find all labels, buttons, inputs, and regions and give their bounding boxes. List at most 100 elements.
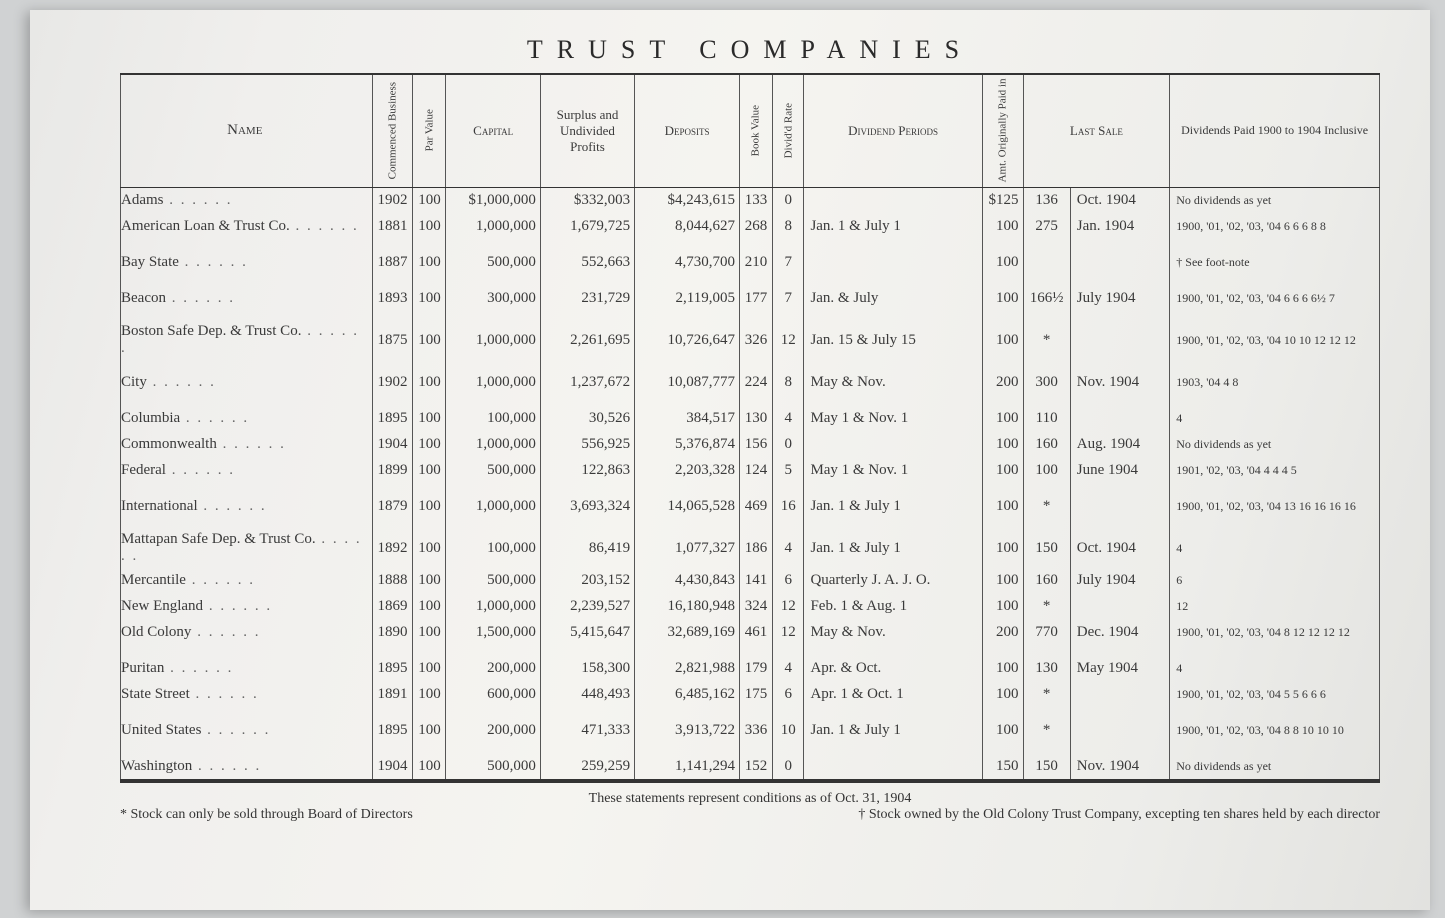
cell-amtorig: 100 (982, 655, 1023, 681)
cell-divpaid: 1903, '04 4 8 (1170, 369, 1380, 395)
cell-saledate: Nov. 1904 (1070, 753, 1170, 779)
cell-divrate: 10 (773, 717, 804, 743)
cell-saledate (1070, 493, 1170, 519)
cell-par: 100 (413, 493, 446, 519)
cell-bookvalue: 336 (739, 717, 772, 743)
cell-name: Adams (121, 187, 373, 213)
cell-deposits: 1,141,294 (635, 753, 740, 779)
col-bookvalue: Book Value (739, 74, 772, 187)
cell-saleprice: * (1023, 321, 1070, 359)
cell-capital: 1,000,000 (446, 213, 540, 239)
cell-surplus: 158,300 (540, 655, 634, 681)
cell-amtorig: 200 (982, 619, 1023, 645)
cell-divperiods: Feb. 1 & Aug. 1 (804, 593, 982, 619)
cell-divpaid: 12 (1170, 593, 1380, 619)
cell-surplus: $332,003 (540, 187, 634, 213)
cell-deposits: 16,180,948 (635, 593, 740, 619)
cell-surplus: 2,261,695 (540, 321, 634, 359)
table-row: Adams1902100$1,000,000$332,003$4,243,615… (121, 187, 1380, 213)
cell-surplus: 471,333 (540, 717, 634, 743)
cell-surplus: 552,663 (540, 249, 634, 275)
footnotes: These statements represent conditions as… (120, 791, 1380, 823)
spacer-row (121, 275, 1380, 285)
table-row: New England18691001,000,0002,239,52716,1… (121, 593, 1380, 619)
cell-bookvalue: 324 (739, 593, 772, 619)
cell-surplus: 30,526 (540, 405, 634, 431)
cell-name: Bay State (121, 249, 373, 275)
table-row: Puritan1895100200,000158,3002,821,988179… (121, 655, 1380, 681)
table-row: Boston Safe Dep. & Trust Co.18751001,000… (121, 321, 1380, 359)
cell-saleprice: 160 (1023, 567, 1070, 593)
col-divperiods: Dividend Periods (804, 74, 982, 187)
cell-deposits: 8,044,627 (635, 213, 740, 239)
cell-divrate: 0 (773, 431, 804, 457)
cell-saledate (1070, 717, 1170, 743)
cell-divperiods: Jan. 1 & July 1 (804, 529, 982, 567)
cell-bookvalue: 469 (739, 493, 772, 519)
cell-bookvalue: 177 (739, 285, 772, 311)
cell-divrate: 12 (773, 619, 804, 645)
cell-capital: 500,000 (446, 249, 540, 275)
cell-divperiods: Jan. 1 & July 1 (804, 493, 982, 519)
cell-divperiods: Apr. & Oct. (804, 655, 982, 681)
cell-saledate: July 1904 (1070, 285, 1170, 311)
cell-capital: 100,000 (446, 529, 540, 567)
cell-divpaid: 1900, '01, '02, '03, '04 5 5 6 6 6 (1170, 681, 1380, 707)
table-row: City19021001,000,0001,237,67210,087,7772… (121, 369, 1380, 395)
cell-saleprice: 275 (1023, 213, 1070, 239)
cell-name: Beacon (121, 285, 373, 311)
cell-bookvalue: 179 (739, 655, 772, 681)
cell-deposits: 4,730,700 (635, 249, 740, 275)
cell-par: 100 (413, 249, 446, 275)
cell-commenced: 1902 (372, 369, 413, 395)
cell-divrate: 8 (773, 213, 804, 239)
cell-bookvalue: 186 (739, 529, 772, 567)
cell-amtorig: 100 (982, 405, 1023, 431)
cell-amtorig: 200 (982, 369, 1023, 395)
cell-deposits: 4,430,843 (635, 567, 740, 593)
table-row: International18791001,000,0003,693,32414… (121, 493, 1380, 519)
cell-deposits: 384,517 (635, 405, 740, 431)
cell-par: 100 (413, 619, 446, 645)
cell-surplus: 556,925 (540, 431, 634, 457)
cell-capital: $1,000,000 (446, 187, 540, 213)
cell-bookvalue: 141 (739, 567, 772, 593)
cell-commenced: 1895 (372, 405, 413, 431)
cell-amtorig: 100 (982, 493, 1023, 519)
cell-deposits: 14,065,528 (635, 493, 740, 519)
cell-commenced: 1902 (372, 187, 413, 213)
cell-par: 100 (413, 593, 446, 619)
cell-commenced: 1892 (372, 529, 413, 567)
cell-divrate: 4 (773, 529, 804, 567)
table-row: Mercantile1888100500,000203,1524,430,843… (121, 567, 1380, 593)
trust-companies-table: Name Commenced Business Par Value Capita… (120, 73, 1380, 779)
table-row: United States1895100200,000471,3333,913,… (121, 717, 1380, 743)
cell-divrate: 12 (773, 593, 804, 619)
cell-divrate: 16 (773, 493, 804, 519)
footnote-right: † Stock owned by the Old Colony Trust Co… (858, 807, 1380, 823)
document-page: TRUST COMPANIES Name Commenced Business … (30, 10, 1430, 910)
cell-divpaid: 6 (1170, 567, 1380, 593)
cell-commenced: 1881 (372, 213, 413, 239)
cell-bookvalue: 461 (739, 619, 772, 645)
table-row: Bay State1887100500,000552,6634,730,7002… (121, 249, 1380, 275)
cell-divrate: 6 (773, 567, 804, 593)
spacer-row (121, 743, 1380, 753)
cell-divperiods (804, 249, 982, 275)
cell-saleprice: 100 (1023, 457, 1070, 483)
cell-divperiods: May & Nov. (804, 619, 982, 645)
cell-saleprice: 160 (1023, 431, 1070, 457)
cell-bookvalue: 152 (739, 753, 772, 779)
cell-par: 100 (413, 717, 446, 743)
cell-deposits: $4,243,615 (635, 187, 740, 213)
cell-divperiods: Apr. 1 & Oct. 1 (804, 681, 982, 707)
cell-amtorig: 100 (982, 457, 1023, 483)
cell-deposits: 5,376,874 (635, 431, 740, 457)
table-row: Mattapan Safe Dep. & Trust Co.1892100100… (121, 529, 1380, 567)
cell-saledate: Dec. 1904 (1070, 619, 1170, 645)
cell-deposits: 10,087,777 (635, 369, 740, 395)
cell-saleprice: 770 (1023, 619, 1070, 645)
cell-commenced: 1887 (372, 249, 413, 275)
cell-saleprice: 130 (1023, 655, 1070, 681)
cell-saledate (1070, 405, 1170, 431)
